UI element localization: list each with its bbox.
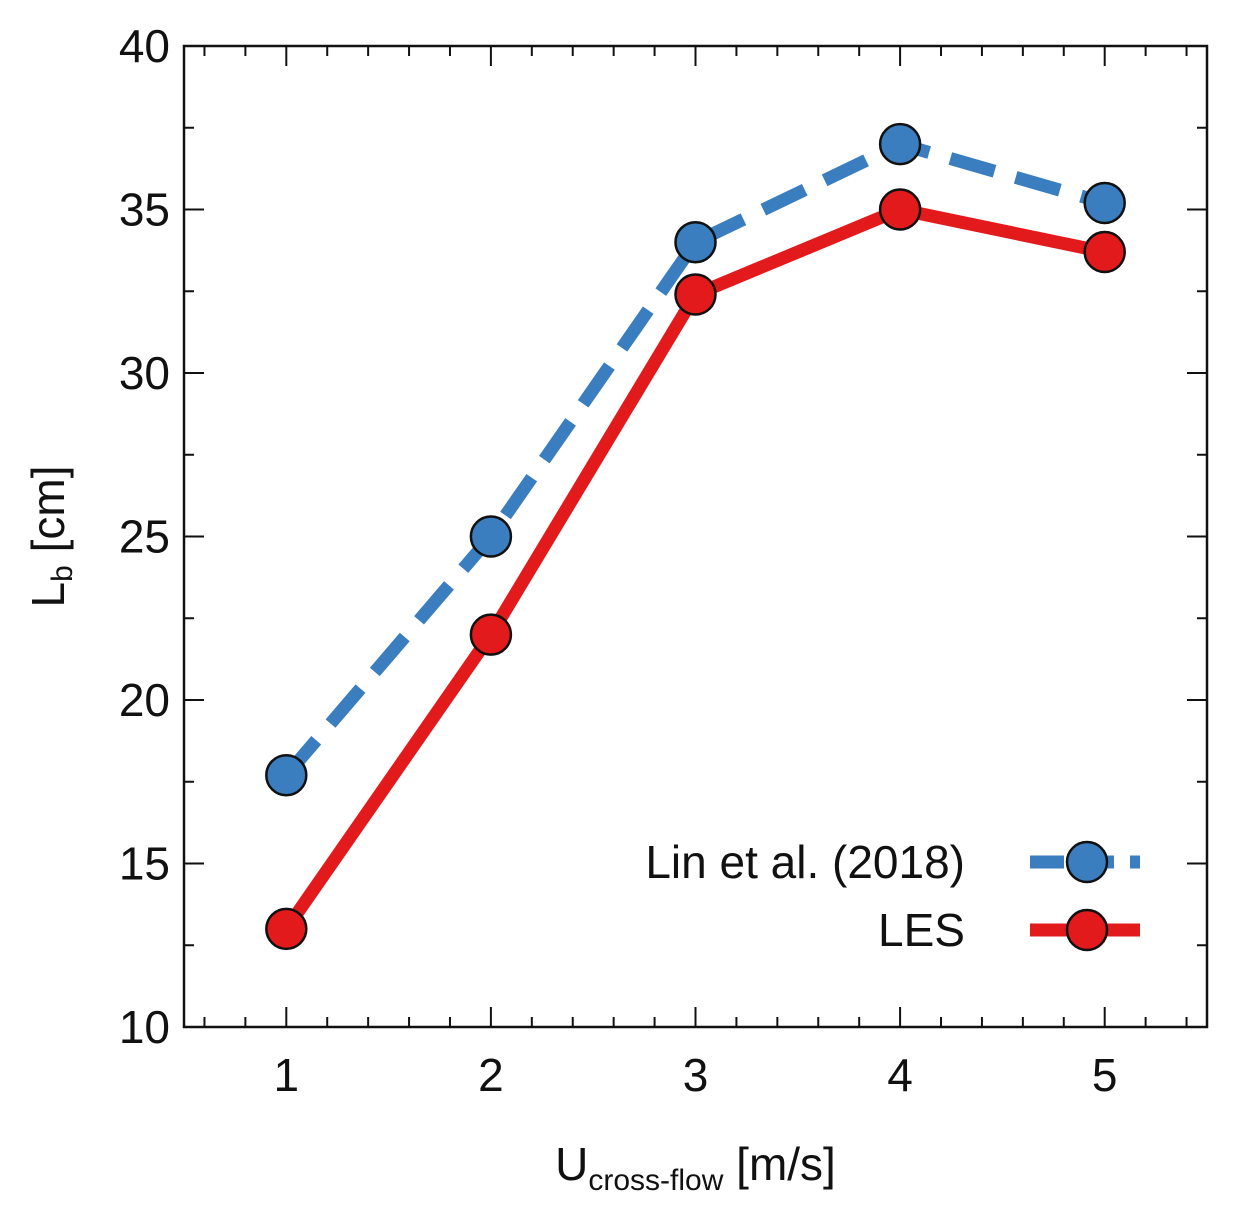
y-tick-label: 25	[119, 511, 170, 563]
legend-swatch-marker-les	[1067, 910, 1107, 950]
x-tick-label: 5	[1092, 1049, 1118, 1101]
data-point-les	[1085, 232, 1125, 272]
y-tick-label: 35	[119, 184, 170, 236]
data-point-lin-et-al	[880, 124, 920, 164]
x-tick-label: 3	[683, 1049, 709, 1101]
series-layer	[266, 124, 1124, 949]
y-axis-title: Lb [cm]	[22, 466, 79, 608]
x-axis-title-main: U	[555, 1138, 588, 1190]
y-tick-label: 10	[119, 1001, 170, 1053]
data-point-les	[880, 190, 920, 230]
legend-label-lin-et-al: Lin et al. (2018)	[645, 836, 965, 888]
x-tick-label: 2	[478, 1049, 504, 1101]
data-point-lin-et-al	[266, 755, 306, 795]
y-tick-label: 15	[119, 838, 170, 890]
legend-label-les: LES	[878, 904, 965, 956]
data-point-lin-et-al	[1085, 183, 1125, 223]
legend: Lin et al. (2018) LES	[645, 836, 1140, 956]
x-axis-title-unit: [m/s]	[723, 1138, 835, 1190]
y-axis-title-main: L	[22, 582, 74, 608]
data-point-lin-et-al	[471, 517, 511, 557]
chart: 1 2 3 4 5 10 15 20 25 30 35 40 Ucross-flow [m/s] Lb…	[0, 0, 1238, 1217]
x-axis-title-sub: cross-flow	[588, 1164, 723, 1197]
data-point-les	[471, 615, 511, 655]
x-tick-label: 4	[887, 1049, 913, 1101]
x-tick-label: 1	[274, 1049, 300, 1101]
legend-swatch-marker-lin-et-al	[1067, 842, 1107, 882]
y-tick-label: 20	[119, 674, 170, 726]
data-point-les	[676, 275, 716, 315]
data-point-lin-et-al	[676, 222, 716, 262]
y-axis-title-sub: b	[46, 565, 79, 582]
y-axis-title-unit: [cm]	[22, 466, 74, 566]
y-tick-label: 40	[119, 20, 170, 72]
series-line-les	[286, 210, 1104, 929]
y-tick-label: 30	[119, 347, 170, 399]
x-axis-title: Ucross-flow [m/s]	[555, 1138, 836, 1197]
data-point-les	[266, 909, 306, 949]
